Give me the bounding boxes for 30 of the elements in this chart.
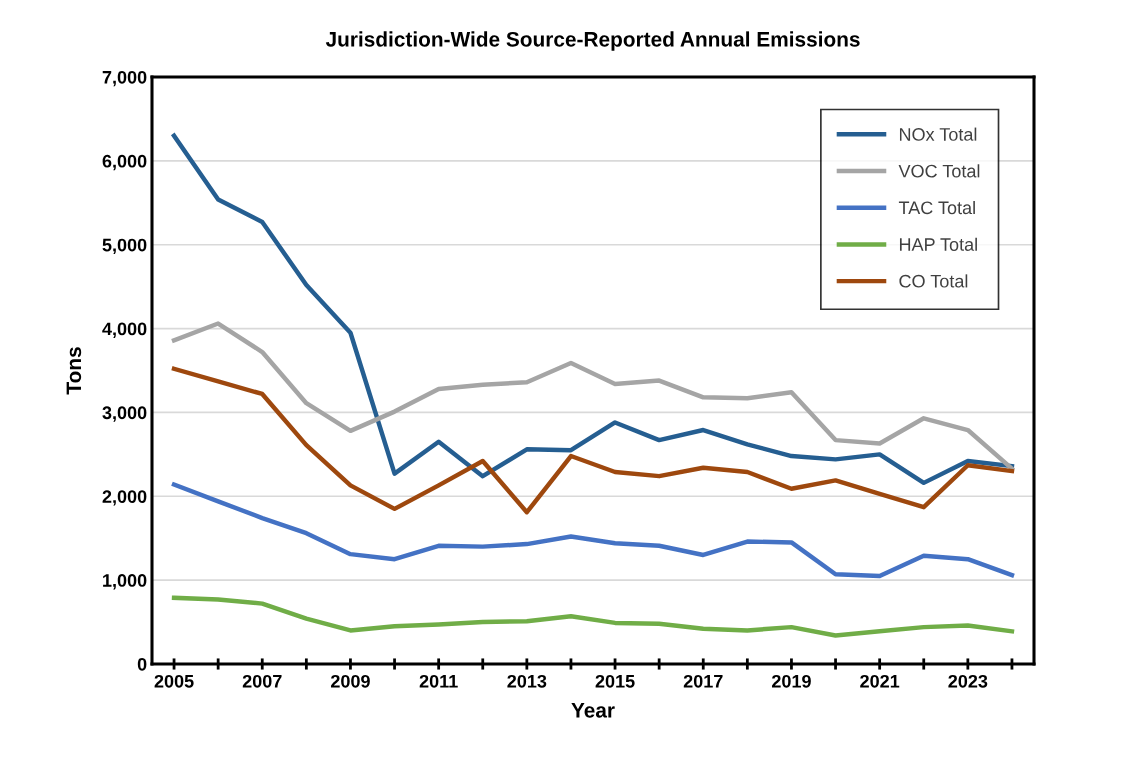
y-tick-label: 5,000: [102, 238, 147, 255]
y-axis-title: Tons: [66, 347, 82, 395]
line-series: [171, 595, 1015, 638]
chart-title: Jurisdiction-Wide Source-Reported Annual Emissions: [325, 31, 860, 51]
x-tick-label: 2011: [419, 674, 458, 688]
line-series: [171, 321, 1015, 471]
x-axis-title: Year: [571, 703, 615, 718]
x-tick-label: 2007: [242, 674, 282, 688]
y-tick-label: 4,000: [102, 322, 147, 338]
x-tick-label: 2023: [948, 674, 988, 688]
x-tick-label: 2013: [507, 674, 547, 688]
legend-label: TAC Total: [898, 200, 975, 215]
legend-label: HAP Total: [899, 237, 977, 251]
y-tick-label: 7,000: [102, 70, 147, 87]
y-tick-label: 1,000: [103, 574, 147, 590]
x-tick-label: 2019: [772, 674, 811, 688]
line-series: [171, 366, 1015, 515]
legend-label: NOx Total: [899, 127, 977, 141]
legend-label: VOC Total: [898, 164, 980, 178]
y-tick-label: 3,000: [102, 406, 147, 422]
x-tick-label: 2015: [595, 674, 635, 688]
y-tick-label: 0: [137, 657, 147, 671]
x-tick-label: 2021: [860, 674, 900, 688]
legend-label: CO Total: [899, 274, 968, 288]
x-tick-label: 2005: [154, 674, 194, 688]
y-tick-label: 2,000: [102, 490, 147, 506]
line-series: [171, 482, 1015, 579]
x-tick-label: 2009: [331, 674, 370, 688]
y-tick-label: 6,000: [102, 154, 147, 171]
x-tick-label: 2017: [683, 674, 723, 688]
